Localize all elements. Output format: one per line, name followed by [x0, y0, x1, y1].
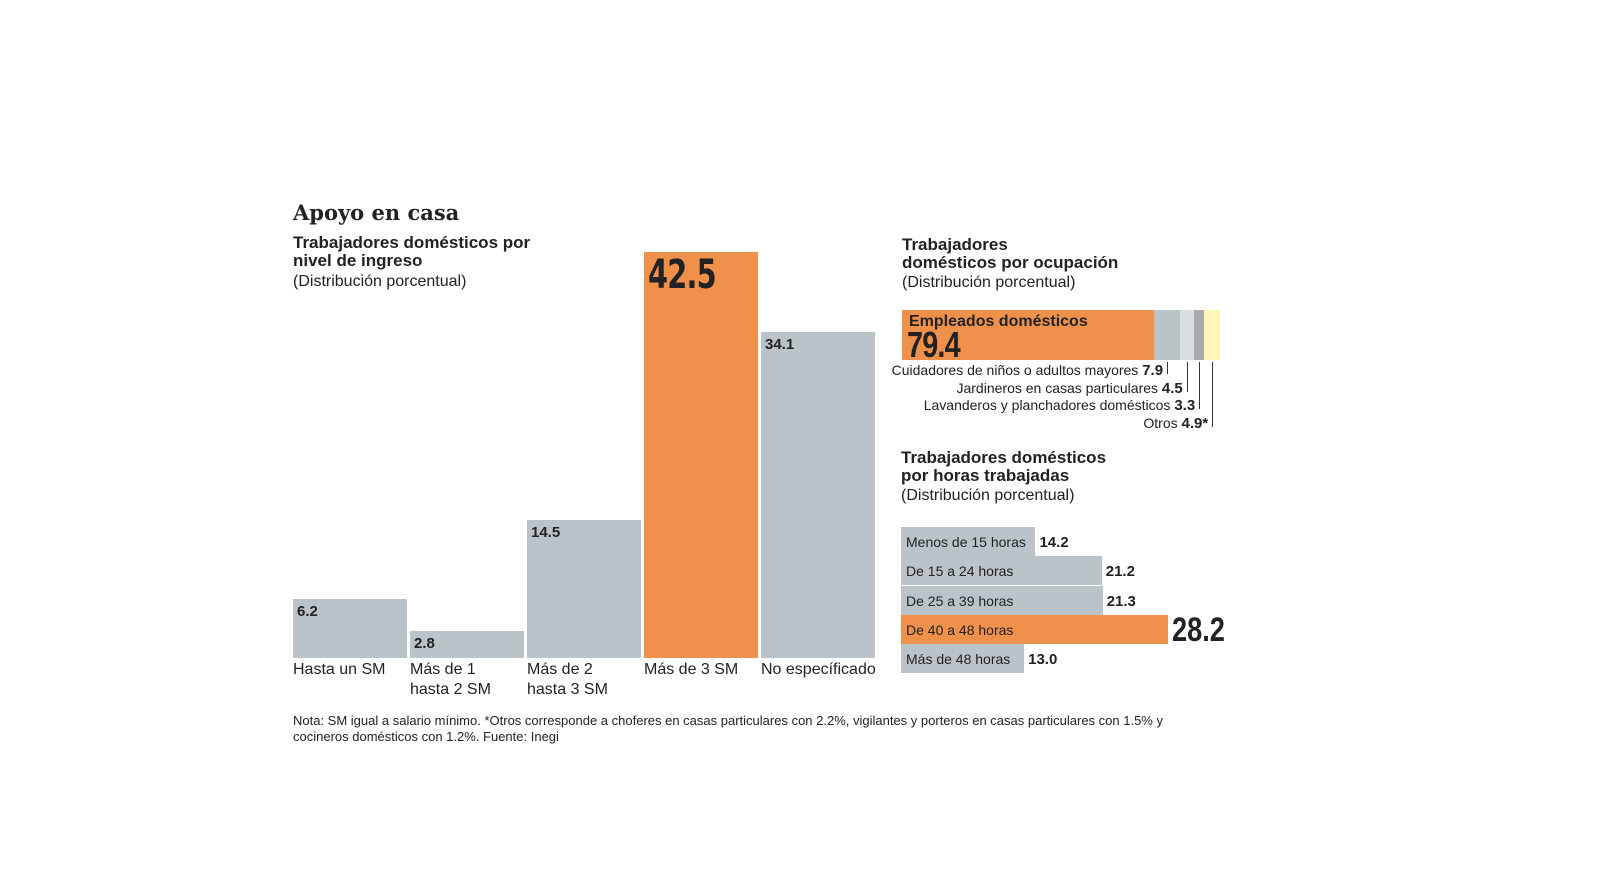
data-label: 28.2 [1172, 610, 1225, 649]
x-tick-label-line: No específicado [761, 661, 876, 678]
hours-chart-title: Trabajadores domésticos por horas trabaja… [901, 448, 1107, 485]
bar: 42.5 [644, 252, 758, 658]
data-label: 3.3 [1174, 397, 1196, 414]
category-label: De 40 a 48 horas [906, 621, 1014, 638]
segment-label: Empleados domésticos [909, 313, 1088, 330]
leader-line [1199, 362, 1201, 409]
category-name: Cuidadores de niños o adultos mayores [891, 362, 1143, 378]
income-chart-title: Trabajadores domésticos por nivel de ing… [293, 233, 531, 270]
occupation-chart-subtitle: (Distribución porcentual) [902, 274, 1076, 291]
segment-label: Jardineros en casas particulares 4.5 [956, 380, 1182, 397]
bar: De 15 a 24 horas 21.2 [901, 556, 1135, 586]
bar-segment [1179, 310, 1194, 360]
segment-label: Otros 4.9* [1143, 415, 1208, 432]
x-tick-label: Hasta un SM [293, 660, 413, 680]
category-name: Jardineros en casas particulares [956, 379, 1162, 396]
data-label: 7.9 [1142, 362, 1164, 379]
bar: 14.5 [527, 519, 641, 658]
chart-title: Apoyo en casa [293, 200, 460, 225]
footnote: Nota: SM igual a salario mínimo. *Otros … [293, 713, 1163, 744]
occupation-chart-title: Trabajadores domésticos por ocupación [902, 235, 1119, 272]
data-label: 6.2 [297, 602, 318, 620]
bar: 34.1 [761, 332, 875, 658]
data-label: 13.0 [1028, 651, 1058, 669]
x-tick-label-line: hasta 2 SM [410, 681, 491, 698]
leader-line [1167, 362, 1169, 374]
segment-label: Lavanderos y planchadores domésticos 3.3 [924, 397, 1195, 414]
data-label: 14.5 [531, 523, 561, 541]
bar-segment [1193, 310, 1205, 360]
x-tick-label: No específicado [761, 660, 881, 680]
bar: 6.2 [293, 598, 407, 658]
data-label: 42.5 [648, 252, 717, 299]
x-tick-label-line: Más de 3 SM [644, 661, 739, 678]
bar: Menos de 15 horas 14.2 [901, 527, 1069, 556]
bar: Más de 48 horas 13.0 [901, 644, 1057, 674]
x-tick-label: Más de 3 SM [644, 660, 764, 680]
category-label: De 15 a 24 horas [906, 563, 1014, 580]
data-label: 21.2 [1105, 563, 1135, 581]
segment-label: Cuidadores de niños o adultos mayores 7.… [892, 362, 1163, 379]
x-tick-label-line: Más de 2 [527, 661, 593, 678]
bar-segment [1204, 310, 1220, 360]
leader-line [1212, 362, 1214, 427]
category-name: Lavanderos y planchadores domésticos [923, 397, 1175, 413]
category-name: Otros [1143, 414, 1182, 431]
x-tick-label-line: hasta 3 SM [527, 681, 608, 698]
bar-segment: Empleados domésticos 79.4 [902, 310, 1155, 365]
data-label: 14.2 [1039, 534, 1069, 551]
bar: De 25 a 39 horas 21.3 [901, 585, 1136, 615]
category-label: Menos de 15 horas [906, 534, 1026, 550]
income-chart-subtitle: (Distribución porcentual) [293, 273, 467, 290]
data-label: 4.9* [1181, 414, 1209, 432]
x-tick-label: Más de 1 hasta 2 SM [410, 660, 530, 700]
data-label: 34.1 [765, 336, 795, 354]
bar-segment [1154, 310, 1180, 360]
data-label: 21.3 [1106, 592, 1136, 610]
data-label: 4.5 [1161, 379, 1183, 397]
x-tick-label-line: Más de 1 [410, 661, 476, 678]
hours-chart-subtitle: (Distribución porcentual) [901, 487, 1075, 504]
x-tick-label: Más de 2 hasta 3 SM [527, 660, 647, 700]
data-label: 79.4 [907, 324, 961, 365]
category-label: Más de 48 horas [906, 651, 1011, 668]
data-label: 2.8 [414, 635, 435, 653]
x-tick-label-line: Hasta un SM [293, 661, 386, 678]
bar: De 40 a 48 horas 28.2 [901, 611, 1225, 649]
category-label: De 25 a 39 horas [906, 592, 1014, 609]
leader-line [1186, 362, 1188, 392]
bar: 2.8 [410, 631, 524, 658]
